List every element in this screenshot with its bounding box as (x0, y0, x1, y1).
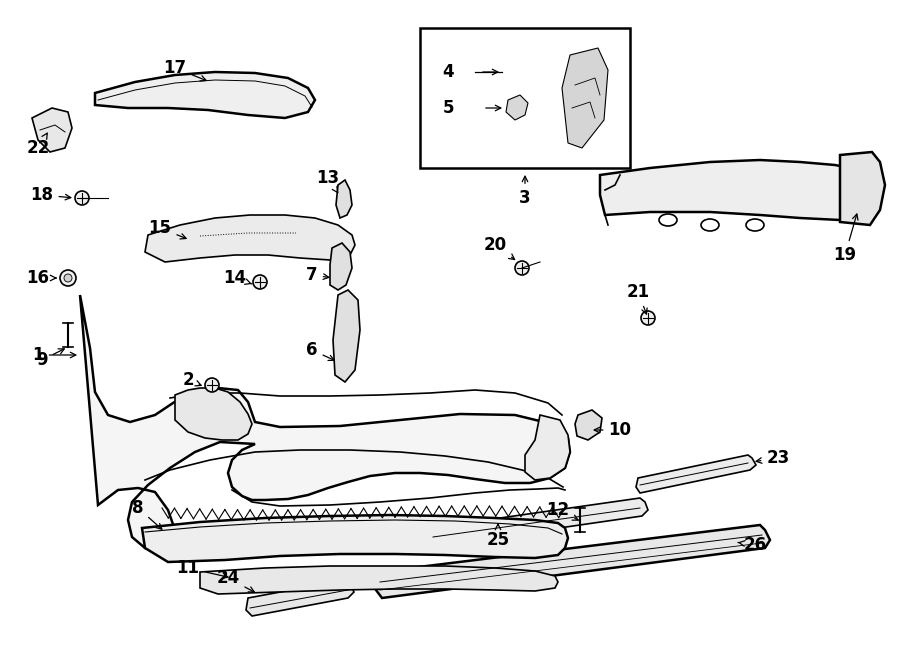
Polygon shape (95, 72, 315, 118)
Text: 19: 19 (833, 214, 858, 264)
Text: 13: 13 (317, 169, 339, 193)
Polygon shape (506, 95, 528, 120)
Text: 2: 2 (182, 371, 201, 389)
Polygon shape (246, 580, 354, 616)
Text: 8: 8 (132, 499, 162, 529)
Text: 15: 15 (148, 219, 186, 239)
Text: 22: 22 (26, 133, 50, 157)
Circle shape (503, 65, 517, 79)
Polygon shape (376, 525, 770, 598)
Polygon shape (636, 455, 756, 493)
Text: 1: 1 (32, 346, 76, 364)
Text: 6: 6 (306, 341, 334, 360)
Polygon shape (175, 388, 252, 440)
Polygon shape (32, 108, 72, 152)
Text: 20: 20 (483, 236, 515, 260)
Text: 7: 7 (306, 266, 328, 284)
Text: 14: 14 (223, 269, 252, 287)
Polygon shape (525, 415, 570, 480)
Circle shape (515, 261, 529, 275)
Text: 4: 4 (442, 63, 454, 81)
Polygon shape (330, 243, 352, 290)
Polygon shape (575, 410, 602, 440)
Text: 11: 11 (176, 559, 228, 579)
Text: 3: 3 (519, 176, 531, 207)
Text: 23: 23 (756, 449, 789, 467)
Polygon shape (333, 290, 360, 382)
Bar (420, 28, 630, 168)
Circle shape (60, 270, 76, 286)
Text: 26: 26 (738, 536, 767, 554)
Polygon shape (200, 566, 558, 594)
Text: 12: 12 (546, 501, 579, 520)
Text: 16: 16 (26, 269, 56, 287)
Text: 18: 18 (31, 186, 71, 204)
Circle shape (64, 274, 72, 282)
Polygon shape (145, 215, 355, 262)
Text: 25: 25 (486, 524, 509, 549)
Circle shape (205, 378, 219, 392)
Polygon shape (430, 498, 648, 546)
Polygon shape (562, 48, 608, 148)
Polygon shape (600, 160, 880, 220)
Text: 10: 10 (594, 421, 632, 439)
Text: 24: 24 (216, 569, 255, 592)
Text: 9: 9 (36, 349, 64, 369)
Text: 17: 17 (164, 59, 206, 81)
Polygon shape (80, 295, 570, 554)
Polygon shape (336, 180, 352, 218)
Circle shape (641, 311, 655, 325)
Text: 5: 5 (442, 99, 454, 117)
Polygon shape (142, 515, 568, 562)
Circle shape (75, 191, 89, 205)
Circle shape (253, 275, 267, 289)
Text: 21: 21 (626, 283, 650, 314)
Polygon shape (840, 152, 885, 225)
